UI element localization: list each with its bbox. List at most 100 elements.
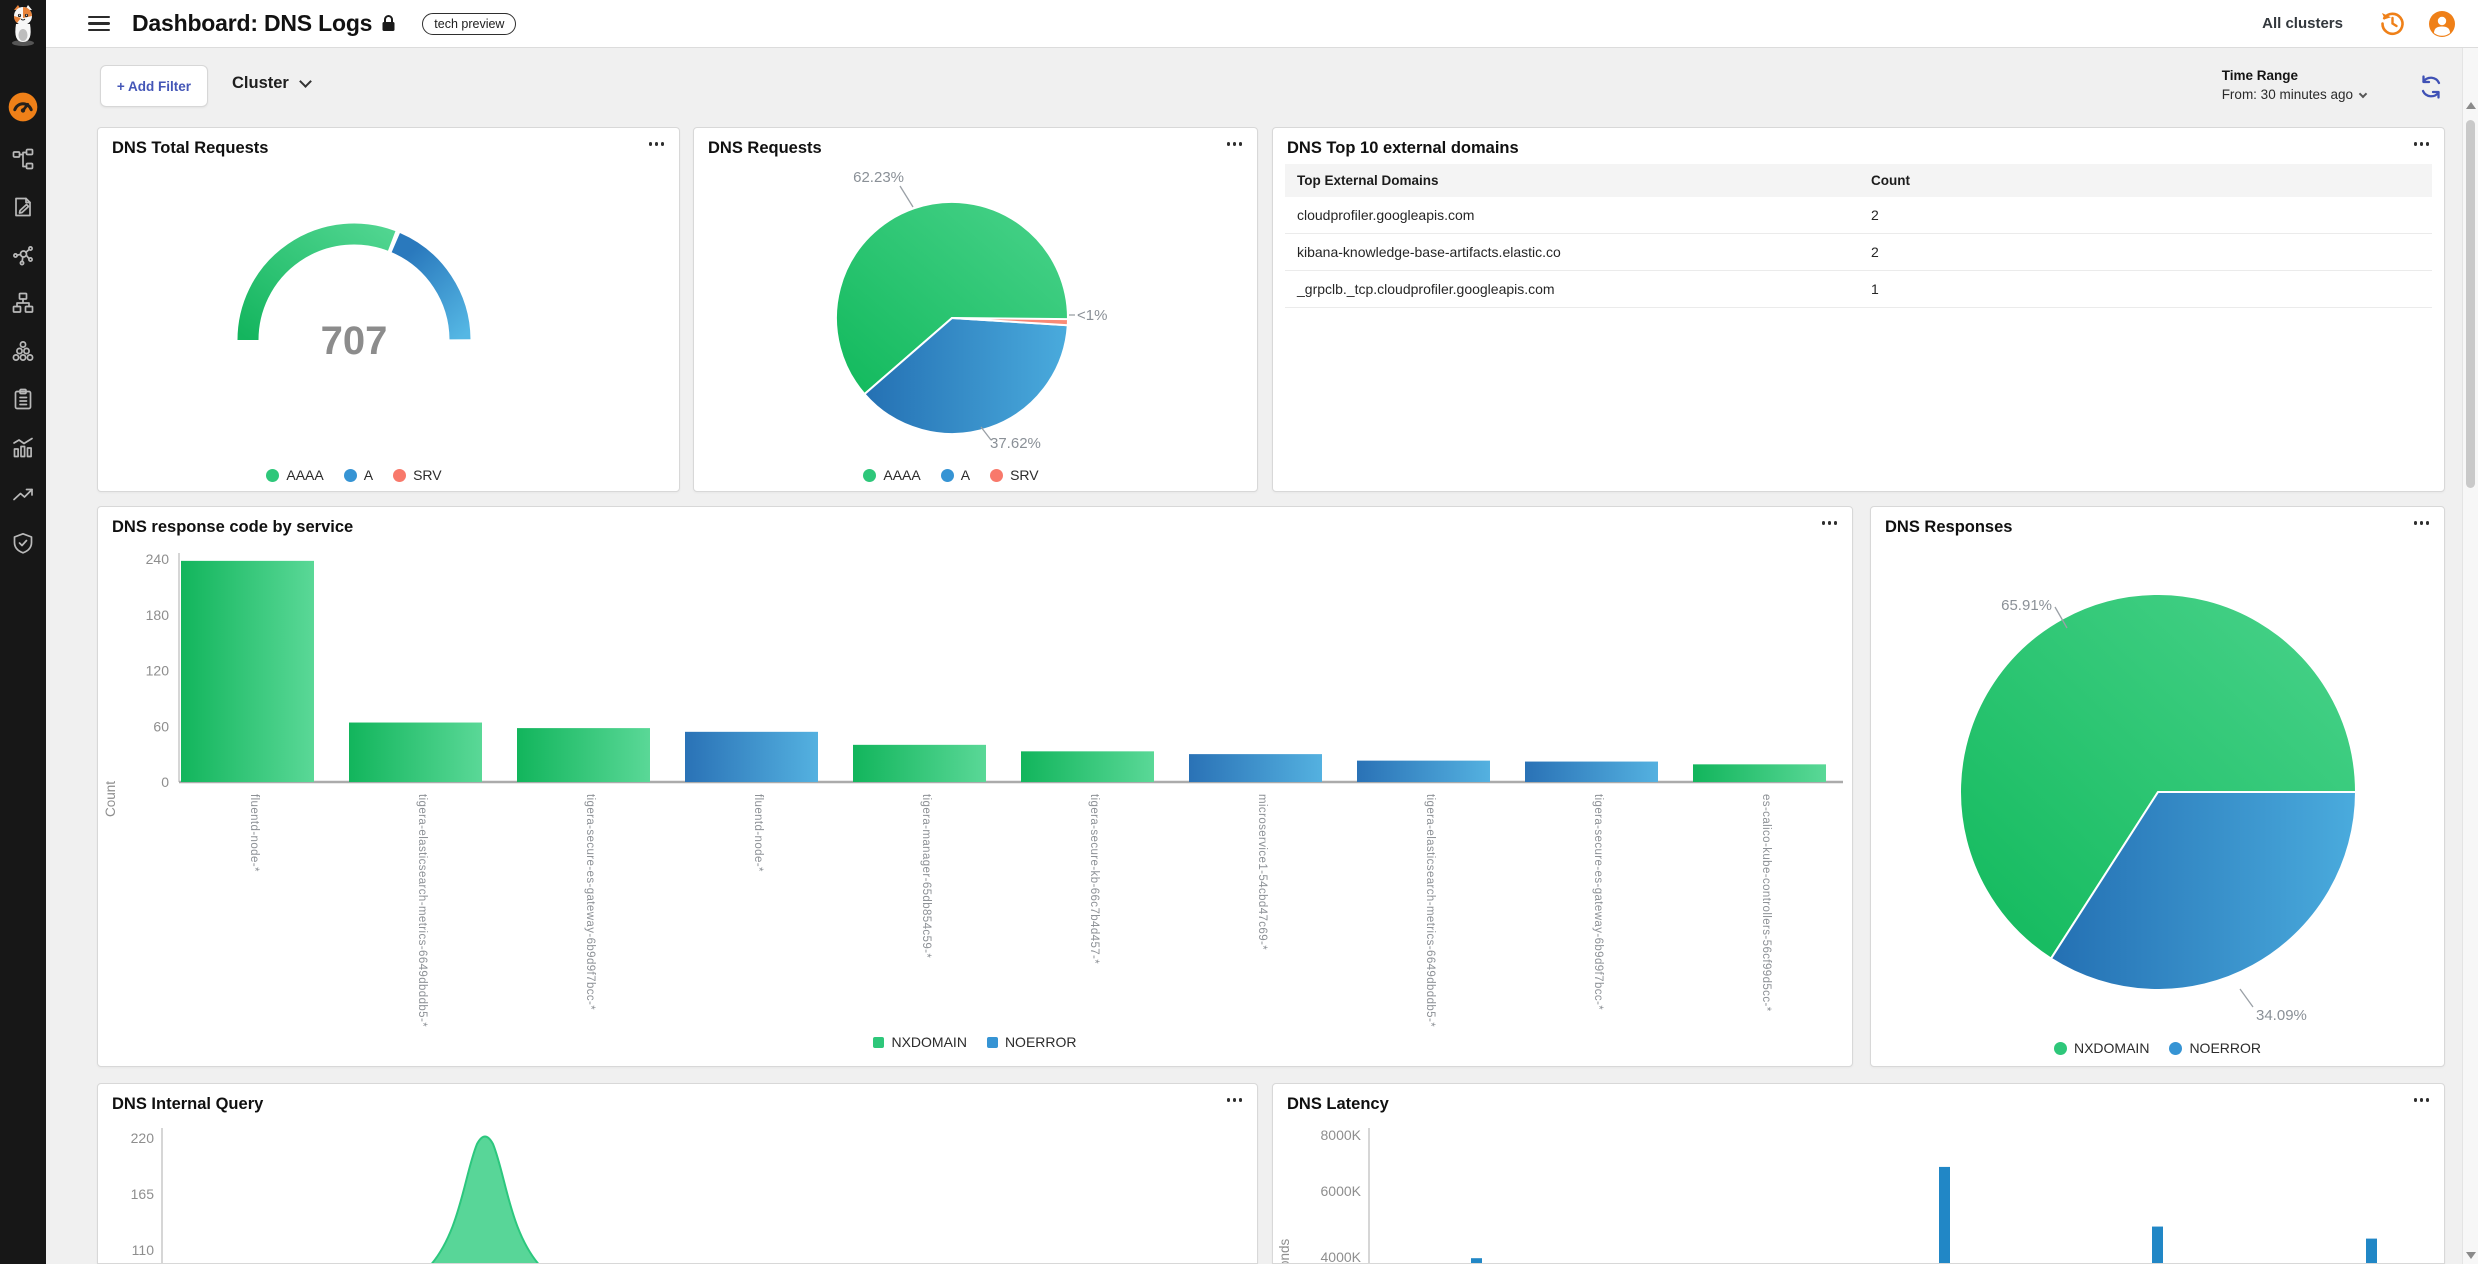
bar-NOERROR[interactable] — [1189, 754, 1322, 782]
panel-menu-icon[interactable] — [648, 142, 664, 146]
all-clusters-selector[interactable]: All clusters — [2262, 15, 2343, 32]
legend-label: SRV — [1010, 467, 1039, 483]
sidebar-item-statistics[interactable] — [12, 436, 34, 458]
latency-bar[interactable] — [2152, 1226, 2163, 1264]
sidebar-item-logs[interactable] — [12, 388, 34, 410]
area-chart: 220 165 110 — [131, 1128, 542, 1264]
pie-slice-NOERROR[interactable] — [2050, 791, 2357, 991]
sidebar-item-dashboards[interactable] — [8, 92, 38, 122]
cluster-dropdown[interactable]: Cluster — [232, 74, 312, 93]
table-row[interactable]: cloudprofiler.googleapis.com 2 — [1285, 197, 2432, 234]
pie-slice-A[interactable] — [863, 317, 1069, 435]
y-axis-tick: 180 — [146, 607, 170, 623]
legend-item[interactable]: AAAA — [266, 467, 324, 483]
bar-chart: 0 60 120 180 240 Count fluentd-node-* tigera-el… — [103, 551, 1843, 1027]
legend-item[interactable]: SRV — [990, 467, 1039, 483]
column-header-domains[interactable]: Top External Domains — [1297, 173, 1439, 188]
pie-slice-label: 37.62% — [990, 435, 1041, 452]
legend-marker-icon — [873, 1036, 885, 1048]
page-title: Dashboard: DNS Logs — [132, 10, 373, 36]
latency-bar[interactable] — [1471, 1258, 1482, 1264]
sidebar-nav — [0, 0, 46, 1264]
chevron-down-icon — [298, 75, 312, 88]
panel-title: DNS Latency — [1287, 1095, 1389, 1113]
legend-item[interactable]: NOERROR — [986, 1034, 1077, 1050]
legend-marker-icon — [940, 468, 954, 482]
calico-cat-logo[interactable] — [7, 4, 39, 46]
bar-NXDOMAIN[interactable] — [1693, 764, 1826, 782]
legend-label: NOERROR — [2189, 1040, 2261, 1056]
pie-slice-AAAA[interactable] — [835, 200, 1069, 396]
pie-slice-label: 34.09% — [2256, 1007, 2307, 1024]
legend-label: SRV — [413, 467, 442, 483]
bar-NOERROR[interactable] — [685, 731, 818, 782]
time-range-picker[interactable]: Time Range From: 30 minutes ago — [2222, 68, 2368, 102]
bar-NXDOMAIN[interactable] — [349, 722, 482, 782]
bar-NOERROR[interactable] — [1525, 761, 1658, 782]
legend-marker-icon — [393, 468, 407, 482]
area-series-spike[interactable] — [428, 1135, 542, 1264]
panel-dns-responses: DNS Responses 65.91% 34.09% NXDOMAIN NOERR… — [1870, 506, 2445, 1067]
bar-NXDOMAIN[interactable] — [1021, 751, 1154, 782]
y-axis-tick: 240 — [146, 551, 170, 567]
menu-icon[interactable] — [88, 12, 110, 36]
latency-bar[interactable] — [2366, 1238, 2377, 1264]
bar-NOERROR[interactable] — [1357, 760, 1490, 782]
history-icon[interactable] — [2379, 10, 2406, 37]
pie-slice-SRV[interactable] — [951, 317, 1069, 327]
panel-dns-requests: DNS Requests 62.23% 37.62% <1% AAAA A SRV — [693, 127, 1258, 492]
legend-label: NXDOMAIN — [2073, 1040, 2150, 1056]
legend-marker-icon — [2053, 1041, 2067, 1055]
legend-item[interactable]: SRV — [393, 467, 442, 483]
add-filter-button[interactable]: + Add Filter — [100, 65, 208, 107]
bar-NXDOMAIN[interactable] — [853, 744, 986, 782]
pie-slice-NXDOMAIN[interactable] — [1959, 593, 2357, 960]
sidebar-item-security[interactable] — [12, 532, 34, 554]
y-axis-tick: 0 — [161, 774, 169, 790]
sidebar-item-clusters[interactable] — [12, 340, 34, 362]
panel-menu-icon[interactable] — [2413, 521, 2429, 525]
legend-marker-icon — [863, 468, 877, 482]
panel-menu-icon[interactable] — [1226, 142, 1242, 146]
sidebar-item-policies[interactable] — [12, 196, 34, 218]
sidebar-item-service-graph[interactable] — [12, 244, 34, 266]
legend-item[interactable]: A — [940, 467, 971, 483]
panel-dns-latency: DNS Latency 8000K 6000K 4000K Nanoseconds — [1272, 1083, 2445, 1264]
table-row[interactable]: _grpclb._tcp.cloudprofiler.googleapis.co… — [1285, 271, 2432, 308]
panel-menu-icon[interactable] — [1821, 521, 1837, 525]
legend-label: A — [960, 467, 971, 483]
panel-dns-total-requests: DNS Total Requests 707 AAAA A SRV — [97, 127, 680, 492]
pie-slice-label: 62.23% — [853, 169, 904, 186]
refresh-icon[interactable] — [2418, 74, 2444, 100]
legend-item[interactable]: NOERROR — [2169, 1040, 2261, 1056]
legend-item[interactable]: A — [343, 467, 373, 483]
table-row[interactable]: kibana-knowledge-base-artifacts.elastic.… — [1285, 234, 2432, 271]
scrollbar-thumb[interactable] — [2466, 120, 2475, 488]
user-avatar-icon[interactable] — [2428, 10, 2456, 38]
scroll-down-arrow-icon[interactable] — [2466, 1252, 2476, 1259]
legend-item[interactable]: NXDOMAIN — [873, 1034, 967, 1050]
scroll-up-arrow-icon[interactable] — [2466, 102, 2476, 109]
y-axis-tick: 110 — [132, 1242, 155, 1258]
sidebar-item-trends[interactable] — [12, 484, 34, 506]
column-header-count[interactable]: Count — [1871, 173, 1910, 188]
sidebar-item-network[interactable] — [12, 292, 34, 314]
tech-preview-badge: tech preview — [422, 12, 517, 35]
x-axis-label: es-calico-kube-controllers-56cf99d5cc-* — [1760, 794, 1772, 1012]
file-pen-icon — [15, 197, 31, 217]
chart-legend: NXDOMAIN NOERROR — [98, 1034, 1852, 1050]
panel-menu-icon[interactable] — [2413, 1098, 2429, 1102]
gauge-icon — [8, 92, 38, 122]
x-axis-label: tigera-manager-65db854c59-* — [920, 794, 932, 958]
vertical-scrollbar[interactable] — [2462, 48, 2478, 1264]
sidebar-item-topology[interactable] — [12, 148, 34, 170]
legend-item[interactable]: NXDOMAIN — [2053, 1040, 2150, 1056]
panel-menu-icon[interactable] — [1226, 1098, 1242, 1102]
bar-NXDOMAIN[interactable] — [181, 560, 314, 782]
latency-bar[interactable] — [1939, 1166, 1950, 1264]
bar-NXDOMAIN[interactable] — [517, 728, 650, 782]
legend-item[interactable]: AAAA — [863, 467, 921, 483]
panel-menu-icon[interactable] — [2413, 142, 2429, 146]
pie-chart: 65.91% 34.09% — [1959, 593, 2357, 1024]
